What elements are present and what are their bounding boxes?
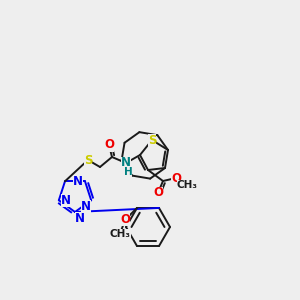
Text: S: S xyxy=(148,134,156,146)
Text: O: O xyxy=(120,213,130,226)
Text: CH₃: CH₃ xyxy=(176,180,197,190)
Text: N: N xyxy=(81,200,91,213)
Text: N: N xyxy=(75,212,85,224)
Text: N: N xyxy=(61,194,71,207)
Text: O: O xyxy=(171,172,181,184)
Text: O: O xyxy=(104,139,114,152)
Text: H: H xyxy=(124,167,132,177)
Text: S: S xyxy=(84,154,92,166)
Text: O: O xyxy=(153,187,163,200)
Text: N: N xyxy=(121,157,131,169)
Text: CH₃: CH₃ xyxy=(110,229,130,239)
Text: N: N xyxy=(73,175,83,188)
